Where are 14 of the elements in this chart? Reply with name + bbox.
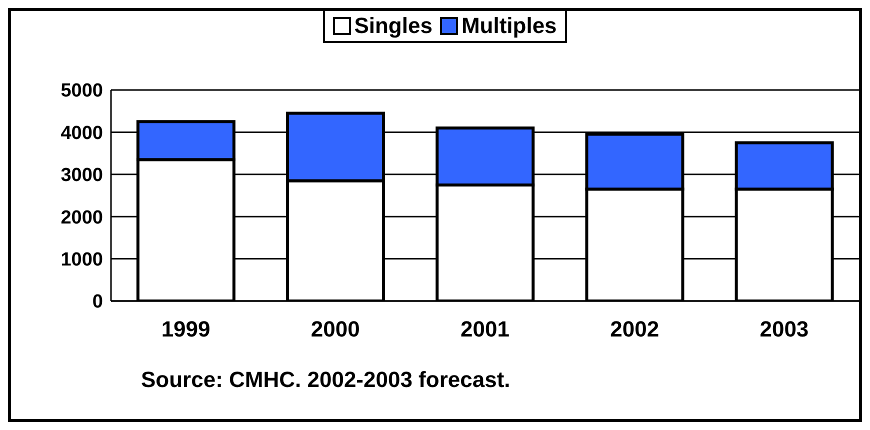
x-tick-label: 2002 xyxy=(610,316,660,342)
y-tick-label: 5000 xyxy=(60,80,103,102)
y-tick-label: 4000 xyxy=(60,122,103,144)
x-tick-label: 1999 xyxy=(161,316,210,342)
x-tick-label: 2003 xyxy=(760,316,809,342)
y-tick-label: 3000 xyxy=(60,165,103,186)
legend-label: Multiples xyxy=(460,13,557,39)
source-note: Source: CMHC. 2002-2003 forecast. xyxy=(141,367,510,393)
y-tick-label: 1000 xyxy=(60,250,103,271)
y-tick-label: 2000 xyxy=(60,207,103,228)
x-tick-label: 2001 xyxy=(460,316,510,342)
y-tick-label: 0 xyxy=(92,292,103,313)
legend-label: Singles xyxy=(353,13,432,39)
x-tick-label: 2000 xyxy=(310,316,360,342)
